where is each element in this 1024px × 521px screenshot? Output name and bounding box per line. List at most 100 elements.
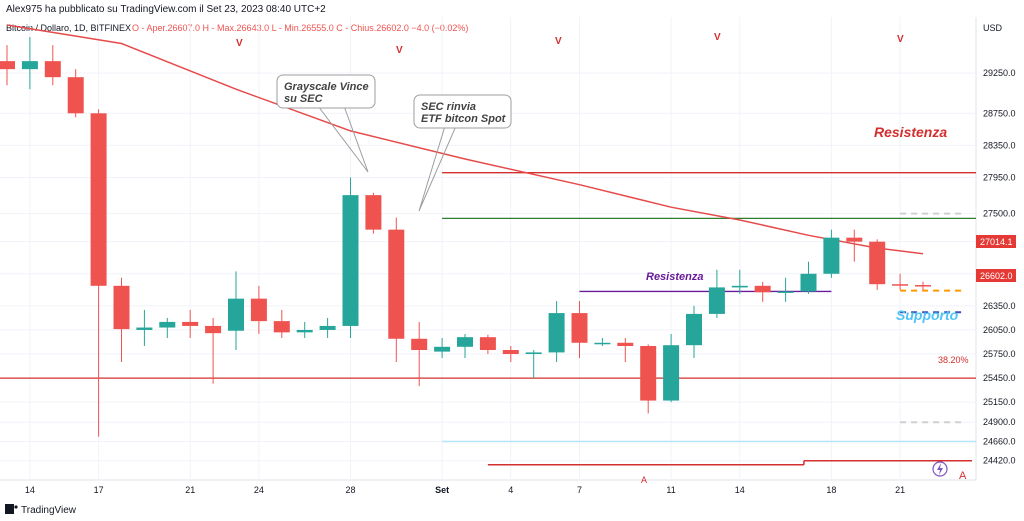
- resistenza-top-label: Resistenza: [874, 124, 947, 140]
- time-tick-label: 17: [94, 485, 104, 495]
- marker-v-5: V: [897, 34, 904, 45]
- candle[interactable]: [846, 229, 863, 262]
- resistenza-mid-label: Resistenza: [646, 271, 703, 283]
- candle[interactable]: [67, 69, 84, 118]
- time-tick-label: 18: [826, 485, 836, 495]
- candle-body: [892, 284, 909, 286]
- candle[interactable]: [0, 45, 15, 86]
- candle-body: [846, 237, 863, 242]
- axis-unit: USD: [983, 23, 1003, 33]
- price-tick-label: 24660.0: [983, 436, 1016, 446]
- time-tick-label: 24: [254, 485, 264, 495]
- candle[interactable]: [869, 239, 886, 290]
- candle[interactable]: [342, 177, 359, 338]
- candle-body: [44, 61, 61, 78]
- candle-body: [915, 285, 931, 287]
- time-tick-label: 28: [345, 485, 355, 495]
- candle[interactable]: [296, 321, 313, 338]
- candle-body: [731, 285, 748, 288]
- candle[interactable]: [205, 317, 222, 384]
- candle[interactable]: [823, 229, 840, 278]
- candle[interactable]: [571, 301, 588, 359]
- candle[interactable]: [21, 37, 38, 90]
- lightning-icon[interactable]: [932, 461, 948, 477]
- callout-grayscale-pointer: [317, 105, 369, 173]
- price-tick-label: 27950.0: [983, 172, 1016, 182]
- candle[interactable]: [777, 277, 794, 302]
- candle-body: [205, 325, 222, 334]
- candle[interactable]: [411, 321, 428, 387]
- candle[interactable]: [731, 269, 748, 294]
- candle[interactable]: [434, 337, 451, 359]
- candle-body: [67, 77, 84, 114]
- candle[interactable]: [182, 309, 199, 338]
- marker-v-1: V: [236, 38, 243, 49]
- levels-layer: [0, 172, 976, 466]
- candle[interactable]: [457, 333, 473, 359]
- candle[interactable]: [159, 317, 176, 338]
- candle-body: [159, 321, 176, 328]
- candle-body: [869, 241, 886, 285]
- candle-body: [0, 61, 15, 70]
- candle[interactable]: [250, 285, 267, 334]
- candle[interactable]: [113, 277, 130, 363]
- time-tick-label: 14: [25, 485, 35, 495]
- candle[interactable]: [892, 273, 909, 290]
- candle[interactable]: [548, 301, 565, 363]
- price-tick-label: 26350.0: [983, 301, 1016, 311]
- price-tick-label: 26050.0: [983, 325, 1016, 335]
- callout-grayscale-box: [276, 74, 376, 109]
- candle-body: [21, 61, 38, 70]
- candle-body: [686, 313, 702, 346]
- candle-body: [640, 345, 657, 401]
- callout-sec-box: [413, 94, 512, 129]
- callout-sec[interactable]: SEC rinvia ETF bitcon Spot: [413, 94, 512, 212]
- candle[interactable]: [525, 350, 542, 379]
- candle-body: [548, 313, 565, 353]
- candle-body: [388, 229, 405, 339]
- tradingview-logo[interactable]: TradingView: [5, 504, 77, 516]
- ma-price-tag: 27014.1: [976, 235, 1016, 248]
- candle[interactable]: [136, 309, 153, 346]
- plot-area[interactable]: [0, 17, 976, 480]
- price-tick-label: 25750.0: [983, 349, 1016, 359]
- price-tick-label: 27500.0: [983, 209, 1016, 219]
- candle[interactable]: [479, 334, 496, 355]
- callout-sec-pointer: [418, 125, 457, 212]
- candle[interactable]: [594, 337, 611, 346]
- candle[interactable]: [617, 337, 634, 363]
- callout-sec-line2: ETF bitcon Spot: [421, 113, 507, 125]
- callout-grayscale[interactable]: Grayscale Vince su SEC: [276, 74, 376, 173]
- candle[interactable]: [686, 305, 702, 359]
- candle[interactable]: [228, 271, 244, 351]
- marker-v-4: V: [714, 32, 721, 43]
- fib-label: 38.20%: [938, 355, 969, 365]
- candle[interactable]: [708, 269, 725, 318]
- candle[interactable]: [754, 281, 771, 302]
- candle[interactable]: [663, 333, 680, 403]
- tradingview-logo-mark: [5, 504, 14, 514]
- candle[interactable]: [365, 192, 382, 234]
- marker-v-2: V: [396, 45, 403, 56]
- candle[interactable]: [388, 217, 405, 363]
- time-tick-label: 14: [735, 485, 745, 495]
- time-axis-labels: 14 17 21 24 28 Set 4 7 11 14 18 21: [25, 485, 905, 495]
- time-tick-label: 21: [895, 485, 905, 495]
- callout-grayscale-line1: Grayscale Vince: [284, 81, 369, 93]
- candle[interactable]: [915, 281, 931, 290]
- candle[interactable]: [273, 309, 290, 338]
- candle[interactable]: [502, 345, 519, 363]
- candle[interactable]: [319, 317, 336, 338]
- candles-layer[interactable]: [0, 37, 931, 437]
- candle[interactable]: [800, 261, 817, 294]
- callout-grayscale-line2: su SEC: [284, 93, 324, 105]
- candle-body: [296, 329, 313, 333]
- candle[interactable]: [44, 45, 61, 86]
- marker-a-1: A: [641, 475, 647, 485]
- candle[interactable]: [90, 109, 107, 437]
- published-text: Alex975 ha pubblicato su TradingView.com…: [6, 4, 326, 15]
- ohlc-text: O - Aper.26607.0 H - Max.26643.0 L - Min…: [132, 23, 468, 33]
- candle[interactable]: [640, 344, 657, 414]
- supporto-label: Supporto: [896, 307, 959, 323]
- candle-body: [617, 342, 634, 346]
